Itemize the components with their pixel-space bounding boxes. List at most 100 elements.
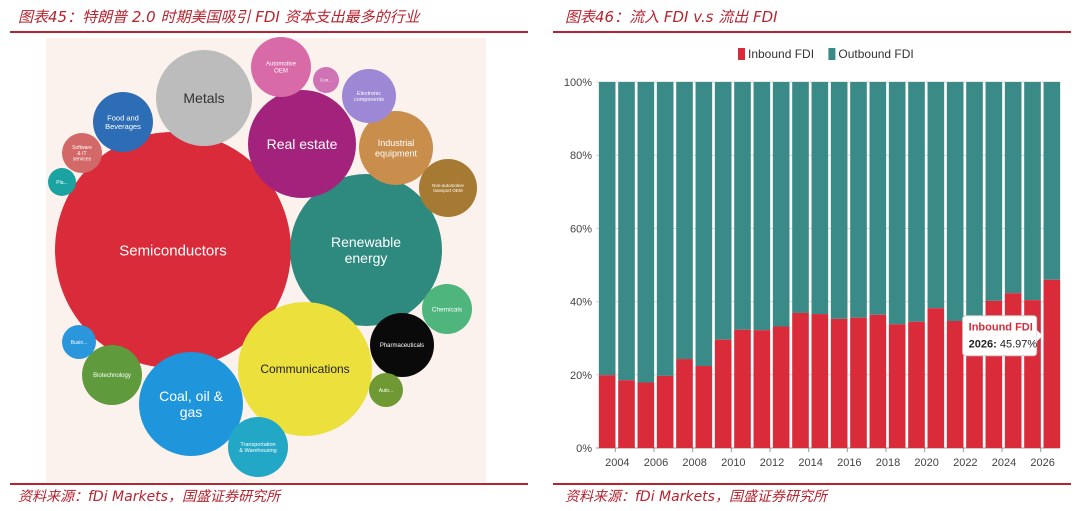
bar-outbound-2026 [1043, 82, 1061, 280]
y-tick-label: 80% [570, 150, 592, 162]
bar-outbound-2016 [850, 82, 867, 318]
bubble-label: Busin... [71, 340, 88, 346]
x-tick-label: 2006 [644, 457, 668, 469]
bubble-busin: Busin... [62, 325, 96, 359]
bar-outbound-2007 [676, 82, 693, 360]
x-tick-label: 2018 [876, 457, 900, 469]
bar-inbound-2018 [888, 324, 906, 448]
bubble-label: Pharmaceuticals [380, 343, 424, 349]
x-tick-label: 2020 [914, 457, 938, 469]
bubble-circle [62, 325, 96, 359]
bubble-circle [139, 352, 243, 456]
bar-inbound-2011 [753, 330, 771, 448]
bar-inbound-2017 [869, 314, 887, 448]
bubble-circle [359, 111, 433, 185]
bubble-label: Metals [183, 90, 224, 106]
bubble-circle [248, 90, 356, 198]
x-tick-label: 2004 [605, 457, 629, 469]
bubble-semiconductors: Semiconductors [55, 132, 291, 368]
right-source-note: 资料来源：fDi Markets，国盛证券研究所 [565, 489, 827, 505]
x-tick-label: 2016 [837, 457, 861, 469]
bubble-label: Pla... [56, 180, 67, 186]
y-tick-label: 100% [564, 77, 592, 89]
bubble-pla: Pla... [48, 168, 76, 196]
bar-inbound-2014 [811, 314, 829, 448]
bar-outbound-2006 [656, 82, 674, 376]
bubble-circle [313, 67, 339, 93]
bar-inbound-2019 [908, 321, 925, 448]
bubble-label: Non-automotive transport OEM [432, 183, 464, 193]
left-source-rule [10, 483, 528, 485]
bar-outbound-2025 [1024, 82, 1041, 301]
bubble-biotechnology: Biotechnology [82, 345, 142, 405]
bubble-circle [422, 284, 472, 334]
x-tick-label: 2014 [798, 457, 822, 469]
bar-outbound-2024 [1004, 82, 1022, 294]
bubble-food-and-beverages: Food and Beverages [93, 92, 153, 152]
y-tick-label: 40% [570, 297, 592, 309]
bubble-circle [251, 37, 311, 97]
tooltip-box [962, 315, 1038, 357]
x-tick-label: 2026 [1030, 457, 1054, 469]
tooltip: Inbound FDI 2026: 45.97% [962, 315, 1043, 357]
bubble-renewable-energy: Renewable energy [290, 174, 442, 326]
right-chart-title: 图表46：流入 FDI v.s 流出 FDI [565, 8, 778, 26]
bar-outbound-2004 [618, 82, 635, 381]
bubble-label: Food and Beverages [105, 113, 141, 131]
bar-inbound-2006 [656, 375, 674, 448]
bar-outbound-2009 [714, 82, 732, 340]
bubble-circle [82, 345, 142, 405]
bubble-circle [48, 168, 76, 196]
bar-inbound-2021 [946, 320, 964, 448]
bar-outbound-2018 [888, 82, 906, 325]
right-title-rule [553, 31, 1071, 33]
bar-inbound-2009 [714, 339, 732, 448]
bubble-label: Semiconductors [119, 242, 227, 259]
bubble-label: Con... [320, 78, 332, 83]
bubble-circle [342, 69, 396, 123]
bubble-label: Renewable energy [331, 234, 401, 266]
y-tick-label: 20% [570, 370, 592, 382]
bar-inbound-2004 [618, 380, 635, 448]
bubble-label: Auto... [379, 388, 393, 394]
bubble-circle [62, 133, 102, 173]
bubble-label: Transportation & Warehousing [239, 442, 276, 454]
bubble-communications: Communications [238, 302, 372, 436]
x-tick-label: 2008 [682, 457, 706, 469]
bubble-auto: Auto... [369, 373, 403, 407]
bar-outbound-2020 [927, 82, 945, 309]
bar-outbound-2013 [792, 82, 809, 313]
x-tick-label: 2024 [992, 457, 1016, 469]
bubble-label: Coal, oil & gas [159, 388, 223, 420]
stacked-bar-chart: Inbound FDI Outbound FDI 0% 20% 40% 60% 80% 100… [564, 47, 1061, 469]
bubble-circle [370, 313, 434, 377]
bubble-circle [228, 417, 288, 477]
bar-inbound-2005 [637, 382, 655, 448]
bubble-label: Biotechnology [93, 373, 131, 379]
bar-outbound-2008 [695, 82, 713, 367]
y-tick-label: 60% [570, 223, 592, 235]
left-source-note: 资料来源：fDi Markets，国盛证券研究所 [18, 489, 280, 505]
left-title-rule [10, 31, 528, 33]
bubble-circle [290, 174, 442, 326]
bar-inbound-2026 [1043, 279, 1061, 448]
bar-outbound-2012 [772, 82, 790, 327]
bubble-label: Real estate [267, 136, 338, 152]
bubble-transportation-warehousing: Transportation & Warehousing [228, 417, 288, 477]
bar-outbound-2015 [830, 82, 848, 319]
bar-outbound-2019 [908, 82, 925, 322]
bar-outbound-2011 [753, 82, 771, 331]
bubble-circle [419, 159, 477, 217]
bubble-label: Automotive OEM [266, 62, 297, 75]
x-tick-label: 2010 [721, 457, 745, 469]
bubble-real-estate: Real estate [248, 90, 356, 198]
bubble-industrial-equipment: Industrial equipment [359, 111, 433, 185]
bubble-non-automotive-transport-oem: Non-automotive transport OEM [419, 159, 477, 217]
bar-inbound-2007 [676, 359, 693, 448]
bar-outbound-2005 [637, 82, 655, 383]
bubble-label: Software & IT services [72, 145, 92, 163]
bar-inbound-2010 [734, 329, 751, 448]
bar-inbound-2016 [850, 317, 867, 448]
bubble-con: Con... [313, 67, 339, 93]
bubble-circle [55, 132, 291, 368]
